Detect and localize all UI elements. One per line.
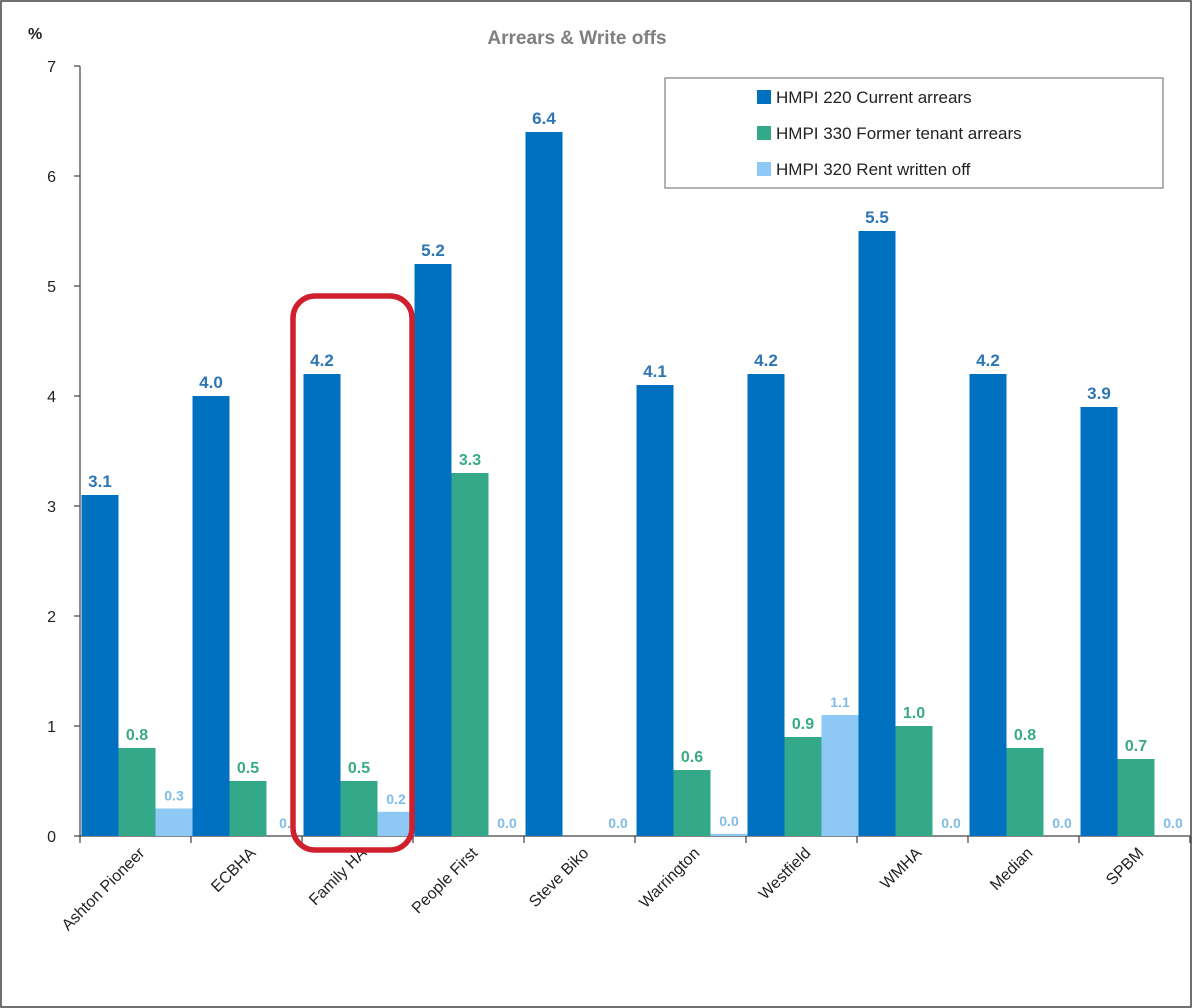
data-label: 0.5 bbox=[348, 760, 370, 777]
data-label: 1.1 bbox=[830, 694, 850, 710]
bar bbox=[969, 374, 1007, 836]
legend-label: HMPI 330 Former tenant arrears bbox=[776, 124, 1022, 143]
y-tick-label: 4 bbox=[47, 389, 56, 406]
data-label: 1.0 bbox=[903, 705, 925, 722]
data-label: 0.8 bbox=[1014, 727, 1036, 744]
data-label: 0.0 bbox=[719, 813, 739, 829]
data-label: 0.9 bbox=[792, 716, 814, 733]
data-label: 3.1 bbox=[88, 472, 112, 491]
highlight-box bbox=[290, 293, 415, 853]
bar bbox=[155, 808, 193, 836]
data-labels: 3.1 0.8 0.3 4.0 0.5 0. 4.2 0.5 0.2 5.2 3.3 0.0 6.4 0.… bbox=[88, 109, 1183, 831]
data-label: 4.0 bbox=[199, 373, 223, 392]
bar bbox=[784, 737, 822, 836]
data-label: 0.0 bbox=[941, 815, 961, 831]
highlight bbox=[290, 293, 415, 853]
bar bbox=[895, 726, 933, 836]
bar bbox=[451, 473, 489, 836]
bar bbox=[673, 770, 711, 836]
y-tick-label: 1 bbox=[47, 719, 56, 736]
bar bbox=[118, 748, 156, 836]
data-label: 3.3 bbox=[459, 452, 481, 469]
data-label: 5.2 bbox=[421, 241, 445, 260]
data-label: 0.3 bbox=[164, 788, 184, 804]
legend-box bbox=[664, 77, 1164, 189]
bar bbox=[710, 833, 748, 836]
legend-swatch bbox=[757, 90, 771, 104]
bar bbox=[303, 374, 341, 836]
data-label: 5.5 bbox=[865, 208, 889, 227]
bar bbox=[525, 132, 563, 836]
bar bbox=[414, 264, 452, 836]
y-tick-label: 0 bbox=[47, 829, 56, 846]
bar bbox=[858, 231, 896, 836]
data-label: 4.2 bbox=[754, 351, 778, 370]
data-label: 0.5 bbox=[237, 760, 259, 777]
data-label: 0.8 bbox=[126, 727, 148, 744]
legend-swatch bbox=[757, 162, 771, 176]
legend-label: HMPI 320 Rent written off bbox=[776, 160, 971, 179]
y-tick-label: 3 bbox=[47, 499, 56, 516]
legend-swatch bbox=[757, 126, 771, 140]
bar bbox=[340, 781, 378, 836]
legend: HMPI 220 Current arrears HMPI 330 Former … bbox=[664, 77, 1164, 189]
bar bbox=[1006, 748, 1044, 836]
chart-title: Arrears & Write offs bbox=[487, 28, 666, 49]
bar bbox=[1117, 759, 1155, 836]
bar bbox=[636, 385, 674, 836]
y-tick-label: 2 bbox=[47, 609, 56, 626]
data-label: 0.0 bbox=[608, 815, 628, 831]
y-axis-label: % bbox=[28, 26, 42, 43]
bar bbox=[229, 781, 267, 836]
data-label: 0.6 bbox=[681, 749, 703, 766]
bar bbox=[747, 374, 785, 836]
data-label: 4.1 bbox=[643, 362, 667, 381]
bar bbox=[81, 495, 119, 836]
bars bbox=[81, 132, 1155, 836]
y-tick-label: 6 bbox=[47, 169, 56, 186]
data-label: 0. bbox=[279, 815, 291, 831]
bar bbox=[821, 715, 859, 836]
bar bbox=[377, 811, 415, 836]
y-tick-label: 7 bbox=[47, 59, 56, 76]
data-label: 6.4 bbox=[532, 109, 556, 128]
data-label: 4.2 bbox=[310, 351, 334, 370]
bar bbox=[192, 396, 230, 836]
data-label: 0.0 bbox=[1052, 815, 1072, 831]
data-label: 3.9 bbox=[1087, 384, 1111, 403]
data-label: 0.0 bbox=[1163, 815, 1183, 831]
data-label: 4.2 bbox=[976, 351, 1000, 370]
legend-label: HMPI 220 Current arrears bbox=[776, 88, 972, 107]
data-label: 0.0 bbox=[497, 815, 517, 831]
data-label: 0.2 bbox=[386, 791, 406, 807]
data-label: 0.7 bbox=[1125, 738, 1147, 755]
y-tick-label: 5 bbox=[47, 279, 56, 296]
bar bbox=[1080, 407, 1118, 836]
